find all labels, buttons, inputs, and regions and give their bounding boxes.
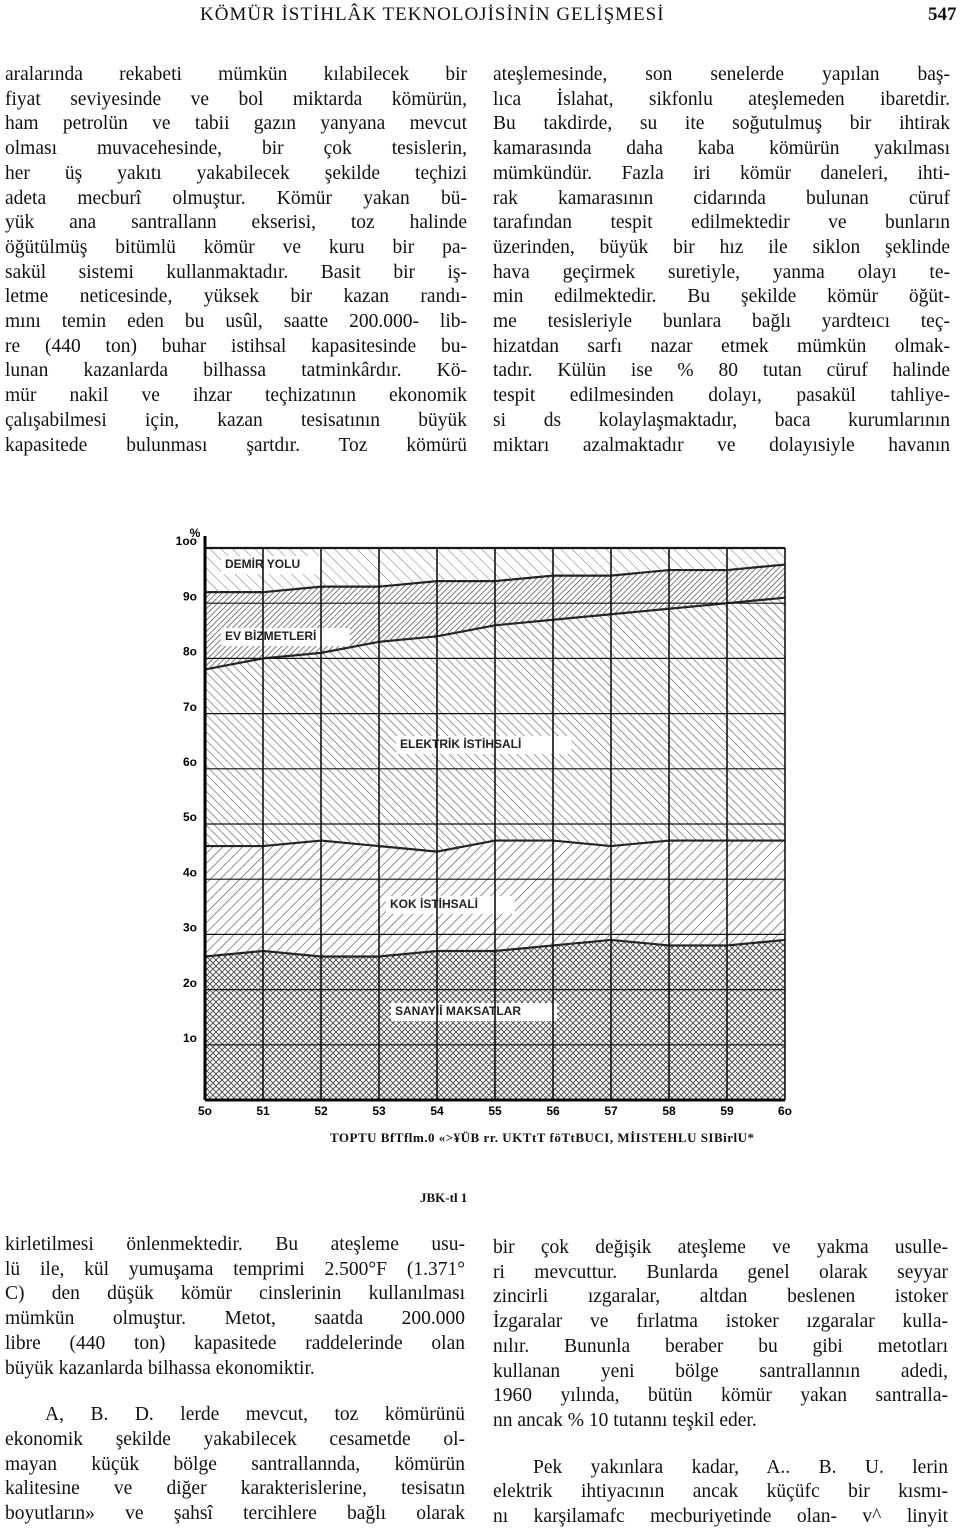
text-line: letme neticesinde, yüksek bir kazan rand… xyxy=(5,286,467,308)
series-label: SANAYİİ MAKSATLAR xyxy=(395,1003,521,1018)
text-line: kapasitede bulunması şartdır. Toz kömürü xyxy=(5,434,467,456)
y-tick-label: 8o xyxy=(183,645,197,659)
text-line: Pek yakınlara kadar, A.. B. U. lerin xyxy=(533,1456,948,1478)
text-line: ham petrolün ve tabii gazın yanyana mevc… xyxy=(5,113,467,135)
text-line: adeta mecburî olmuştur. Kömür yakan bü- xyxy=(5,187,467,209)
text-line: ri mevcuttur. Bunlarda genel olarak seyy… xyxy=(493,1261,948,1283)
series-label: EV BİZMETLERİ xyxy=(225,628,316,643)
label-bg xyxy=(221,628,350,646)
text-line: min edilmektedir. Bu şekilde kömür öğüt- xyxy=(493,286,950,308)
text-line: lıca İslahat, sikfonlu ateşlemeden ibare… xyxy=(493,88,950,110)
text-line: sakül sistemi kullanmaktadır. Basit bir … xyxy=(5,261,467,283)
x-tick-label: 6o xyxy=(778,1104,792,1118)
y-tick-label: 3o xyxy=(183,921,197,935)
text-line: hizatdan sarfı nazar etmek mümkün olmak- xyxy=(493,335,950,357)
text-line: elektrik ihtiyacının ancak küçüfc bir kı… xyxy=(493,1481,948,1503)
x-tick-label: 53 xyxy=(372,1104,386,1118)
x-tick-label: 52 xyxy=(314,1104,328,1118)
y-tick-label: 1oo xyxy=(176,534,197,548)
y-tick-label: 4o xyxy=(183,865,197,879)
y-tick-label: 7o xyxy=(183,700,197,714)
text-line: İzgaralar ve fırlatma istoker ızgaralar … xyxy=(493,1311,948,1333)
x-tick-label: 55 xyxy=(488,1104,502,1118)
x-tick-label: 5o xyxy=(198,1104,212,1118)
text-line: lunan kazanlarda bilhassa tatminkârdır. … xyxy=(5,360,467,382)
x-tick-label: 51 xyxy=(256,1104,270,1118)
y-tick-label: 5o xyxy=(183,810,197,824)
running-title: KÖMÜR İSTİHLÂK TEKNOLOJİSİNİN GELİŞMESİ xyxy=(200,4,665,25)
text-line: 1960 yılında, bütün kömür yakan santrall… xyxy=(493,1385,948,1407)
text-line: lü ile, kül yumuşama temprimi 2.500°F (1… xyxy=(5,1258,465,1280)
text-line: kalitesine ve diğer karakterislerine, te… xyxy=(5,1478,465,1500)
text-line: kirletilmesi önlenmektedir. Bu ateşleme … xyxy=(5,1234,465,1255)
text-line: üzerinden, büyük bir hız ile siklon şekl… xyxy=(493,236,950,258)
text-line: yük ana santrallann ekserisi, toz halind… xyxy=(5,212,467,234)
text-line: miktarı azalmaktadır ve dolayısiyle hava… xyxy=(493,434,950,456)
x-tick-label: 58 xyxy=(662,1104,676,1118)
text-line: mını temin eden bu usûl, saatte 200.000-… xyxy=(5,311,467,332)
text-line: tarafından tespit edilmektedir ve bunlar… xyxy=(493,212,950,234)
y-tick-label: 1o xyxy=(183,1031,197,1045)
text-line: Bu takdirde, su ite soğutulmuş bir ihtir… xyxy=(493,113,950,135)
text-line: her üş yakıtı yakabilecek şekilde teçhiz… xyxy=(5,162,467,184)
text-line: kamarasında daha kaba kömürün yakılması xyxy=(493,138,950,160)
page-number: 547 xyxy=(928,4,957,25)
x-tick-label: 57 xyxy=(604,1104,618,1118)
text-line: tespit edilmesinden dolayı, pasakül tahl… xyxy=(493,385,950,407)
text-line: mayan küçük bölge santrallannda, kömürün xyxy=(5,1453,465,1475)
label-bg xyxy=(391,1003,558,1021)
text-line: hava geçirmek suretiyle, yanma olayı te- xyxy=(493,261,950,283)
text-line: fiyat seviyesinde ve bol miktarda kömürü… xyxy=(5,88,467,110)
text-line: nılır. Bununla beraber bu gibi metotları xyxy=(493,1335,948,1357)
text-line: ekonomik şekilde yakabilecek cesametde o… xyxy=(5,1428,465,1450)
text-line: büyük kazanlarda bilhassa ekonomiktir. xyxy=(5,1357,315,1379)
figure-caption: TOPTU BfTflm.0 «>¥ÜB rr. UKTtT föTtBUCI,… xyxy=(330,1130,755,1145)
text-line: tadır. Külün ise % 80 tutan cüruf halind… xyxy=(493,360,950,382)
text-line: bir çok değişik ateşleme ve yakma usulle… xyxy=(493,1237,948,1258)
text-line: si ds kolaylaşmaktadır, baca kurumlarını… xyxy=(493,409,950,431)
text-line: öğütülmüş bitümlü kömür ve kuru bir pa- xyxy=(5,236,467,258)
text-line: aralarında rekabeti mümkün kılabilecek b… xyxy=(5,64,467,85)
text-line: kullanan yeni bölge santrallannın adedi, xyxy=(493,1360,948,1382)
y-tick-label: 9o xyxy=(183,589,197,603)
label-bg xyxy=(396,736,572,754)
text-line: me tesisleriyle bunlara bağlı yardteıcı … xyxy=(493,311,950,332)
x-tick-label: 59 xyxy=(720,1104,734,1118)
text-line: C) den düşük kömür cinslerinin kullanılm… xyxy=(5,1283,465,1305)
text-line: çalışabilmesi için, kazan tesisatının bü… xyxy=(5,409,467,431)
label-bg xyxy=(386,896,515,914)
label-bg xyxy=(221,556,322,574)
text-line: libre (440 ton) kapasitede raddelerinde … xyxy=(5,1332,465,1354)
series-label: ELEKTRİK İSTİHSALİ xyxy=(400,736,521,751)
y-tick-label: 6o xyxy=(183,755,197,769)
text-line: nı karşilamafc mecburiyetinde olan- v^ l… xyxy=(493,1506,948,1527)
text-line: mür nakil ve ihzar teçhizatının ekonomik xyxy=(5,385,467,407)
text-line: olması muvacehesinde, bir çok tesislerin… xyxy=(5,138,467,160)
text-line: zincirli ızgaralar, altdan beslenen isto… xyxy=(493,1286,948,1308)
text-line: nn ancak % 10 tutannı teşkil eder. xyxy=(493,1409,757,1431)
x-tick-label: 56 xyxy=(546,1104,560,1118)
figure-number: JBK-tl 1 xyxy=(420,1190,468,1205)
text-line: A, B. D. lerde mevcut, toz kömürünü xyxy=(45,1404,465,1426)
text-line: re (440 ton) buhar istihsal kapasitesind… xyxy=(5,335,467,357)
text-line: mümkün olmuştur. Metot, saatda 200.000 xyxy=(5,1308,465,1330)
text-line: mümkündür. Fazla iri kömür daneleri, iht… xyxy=(493,162,950,184)
series-label: KOK İSTİHSALİ xyxy=(390,896,478,911)
text-line: boyutların» ve şahsî tercihlere bağlı ol… xyxy=(5,1503,465,1524)
text-line: ateşlemesinde, son senelerde yapılan baş… xyxy=(493,64,950,85)
y-axis-label: % xyxy=(190,526,201,540)
x-tick-label: 54 xyxy=(430,1104,444,1118)
y-tick-label: 2o xyxy=(183,976,197,990)
text-line: rak kamarasının cidarında bulunan cüruf xyxy=(493,187,950,209)
